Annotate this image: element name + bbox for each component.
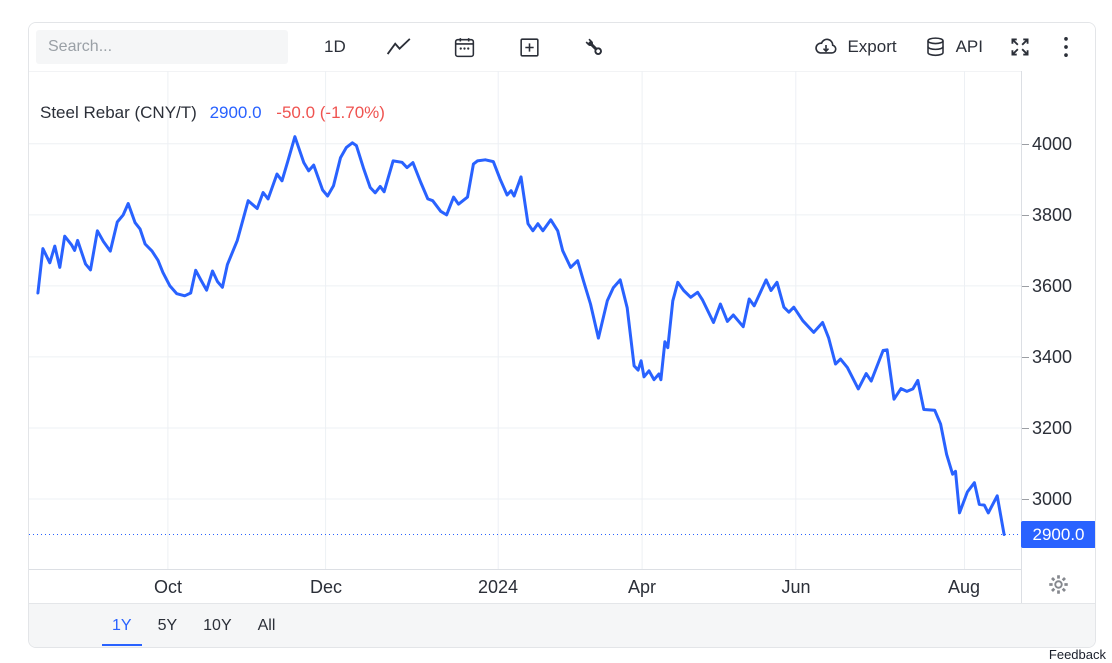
- add-box-icon: [520, 37, 539, 57]
- kebab-menu-icon: [1064, 37, 1068, 57]
- time-tick-label: Aug: [947, 577, 981, 597]
- more-menu-button[interactable]: [1061, 34, 1071, 60]
- compare-add-button[interactable]: [517, 35, 542, 60]
- calendar-icon: [454, 37, 474, 57]
- last-price: 2900.0: [209, 103, 262, 122]
- symbol-title: Steel Rebar (CNY/T): [40, 103, 197, 122]
- export-button[interactable]: Export: [813, 35, 897, 59]
- current-price-badge: 2900.0: [1021, 521, 1095, 548]
- chart-widget: 1D: [28, 22, 1096, 648]
- price-tick-label: 3200: [1032, 418, 1073, 438]
- chart-plot-area[interactable]: Steel Rebar (CNY/T) 2900.0 -50.0 (-1.70%…: [29, 71, 1021, 569]
- price-tick: [1022, 499, 1029, 500]
- time-tick-label: Jun: [781, 577, 811, 597]
- price-tick-label: 4000: [1032, 134, 1073, 154]
- chart-legend: Steel Rebar (CNY/T) 2900.0 -50.0 (-1.70%…: [40, 103, 385, 123]
- export-label: Export: [847, 37, 897, 56]
- feedback-link[interactable]: Feedback: [1048, 647, 1106, 662]
- range-tab-all[interactable]: All: [245, 604, 289, 647]
- range-tabs: 1Y 5Y 10Y All: [29, 603, 1095, 647]
- range-tab-1y[interactable]: 1Y: [99, 604, 145, 647]
- time-tick-label: Dec: [309, 577, 343, 597]
- price-axis[interactable]: 2900.0 4000 3800 3600 3400 3200 3000: [1021, 71, 1095, 603]
- price-tick: [1022, 286, 1029, 287]
- expand-icon: [1011, 38, 1029, 56]
- price-change: -50.0 (-1.70%): [276, 103, 385, 122]
- price-tick-label: 3600: [1032, 276, 1073, 296]
- cloud-download-icon: [815, 38, 837, 54]
- time-axis[interactable]: Oct Dec 2024 Apr Jun Aug: [29, 570, 1021, 603]
- calendar-button[interactable]: [452, 35, 477, 60]
- fullscreen-button[interactable]: [1007, 34, 1033, 60]
- time-tick-label: Oct: [153, 577, 183, 597]
- price-tick: [1022, 357, 1029, 358]
- price-line-chart: [29, 71, 1021, 569]
- api-button[interactable]: API: [923, 35, 983, 60]
- toolbar: 1D: [29, 23, 1095, 71]
- range-tab-10y[interactable]: 10Y: [190, 604, 244, 647]
- price-tick: [1022, 428, 1029, 429]
- range-tab-5y[interactable]: 5Y: [145, 604, 191, 647]
- time-axis-divider: [29, 569, 1095, 570]
- toolbar-divider: [29, 71, 1095, 72]
- tools-button[interactable]: [582, 35, 607, 60]
- chart-type-button[interactable]: [386, 37, 412, 57]
- price-tick-label: 3000: [1032, 489, 1073, 509]
- time-tick-label: 2024: [477, 577, 519, 597]
- wrench-icon: [585, 38, 602, 55]
- axis-settings-button[interactable]: [1022, 574, 1095, 595]
- price-tick: [1022, 144, 1029, 145]
- gear-icon: [1049, 575, 1068, 594]
- price-tick-label: 3400: [1032, 347, 1073, 367]
- database-icon: [926, 36, 944, 56]
- line-chart-icon: [386, 38, 411, 55]
- price-axis-divider: [1021, 71, 1022, 603]
- time-tick-label: Apr: [627, 577, 657, 597]
- api-label: API: [955, 37, 983, 56]
- search-input[interactable]: [36, 30, 288, 64]
- price-tick-label: 3800: [1032, 205, 1073, 225]
- price-tick: [1022, 215, 1029, 216]
- interval-button[interactable]: 1D: [324, 37, 346, 56]
